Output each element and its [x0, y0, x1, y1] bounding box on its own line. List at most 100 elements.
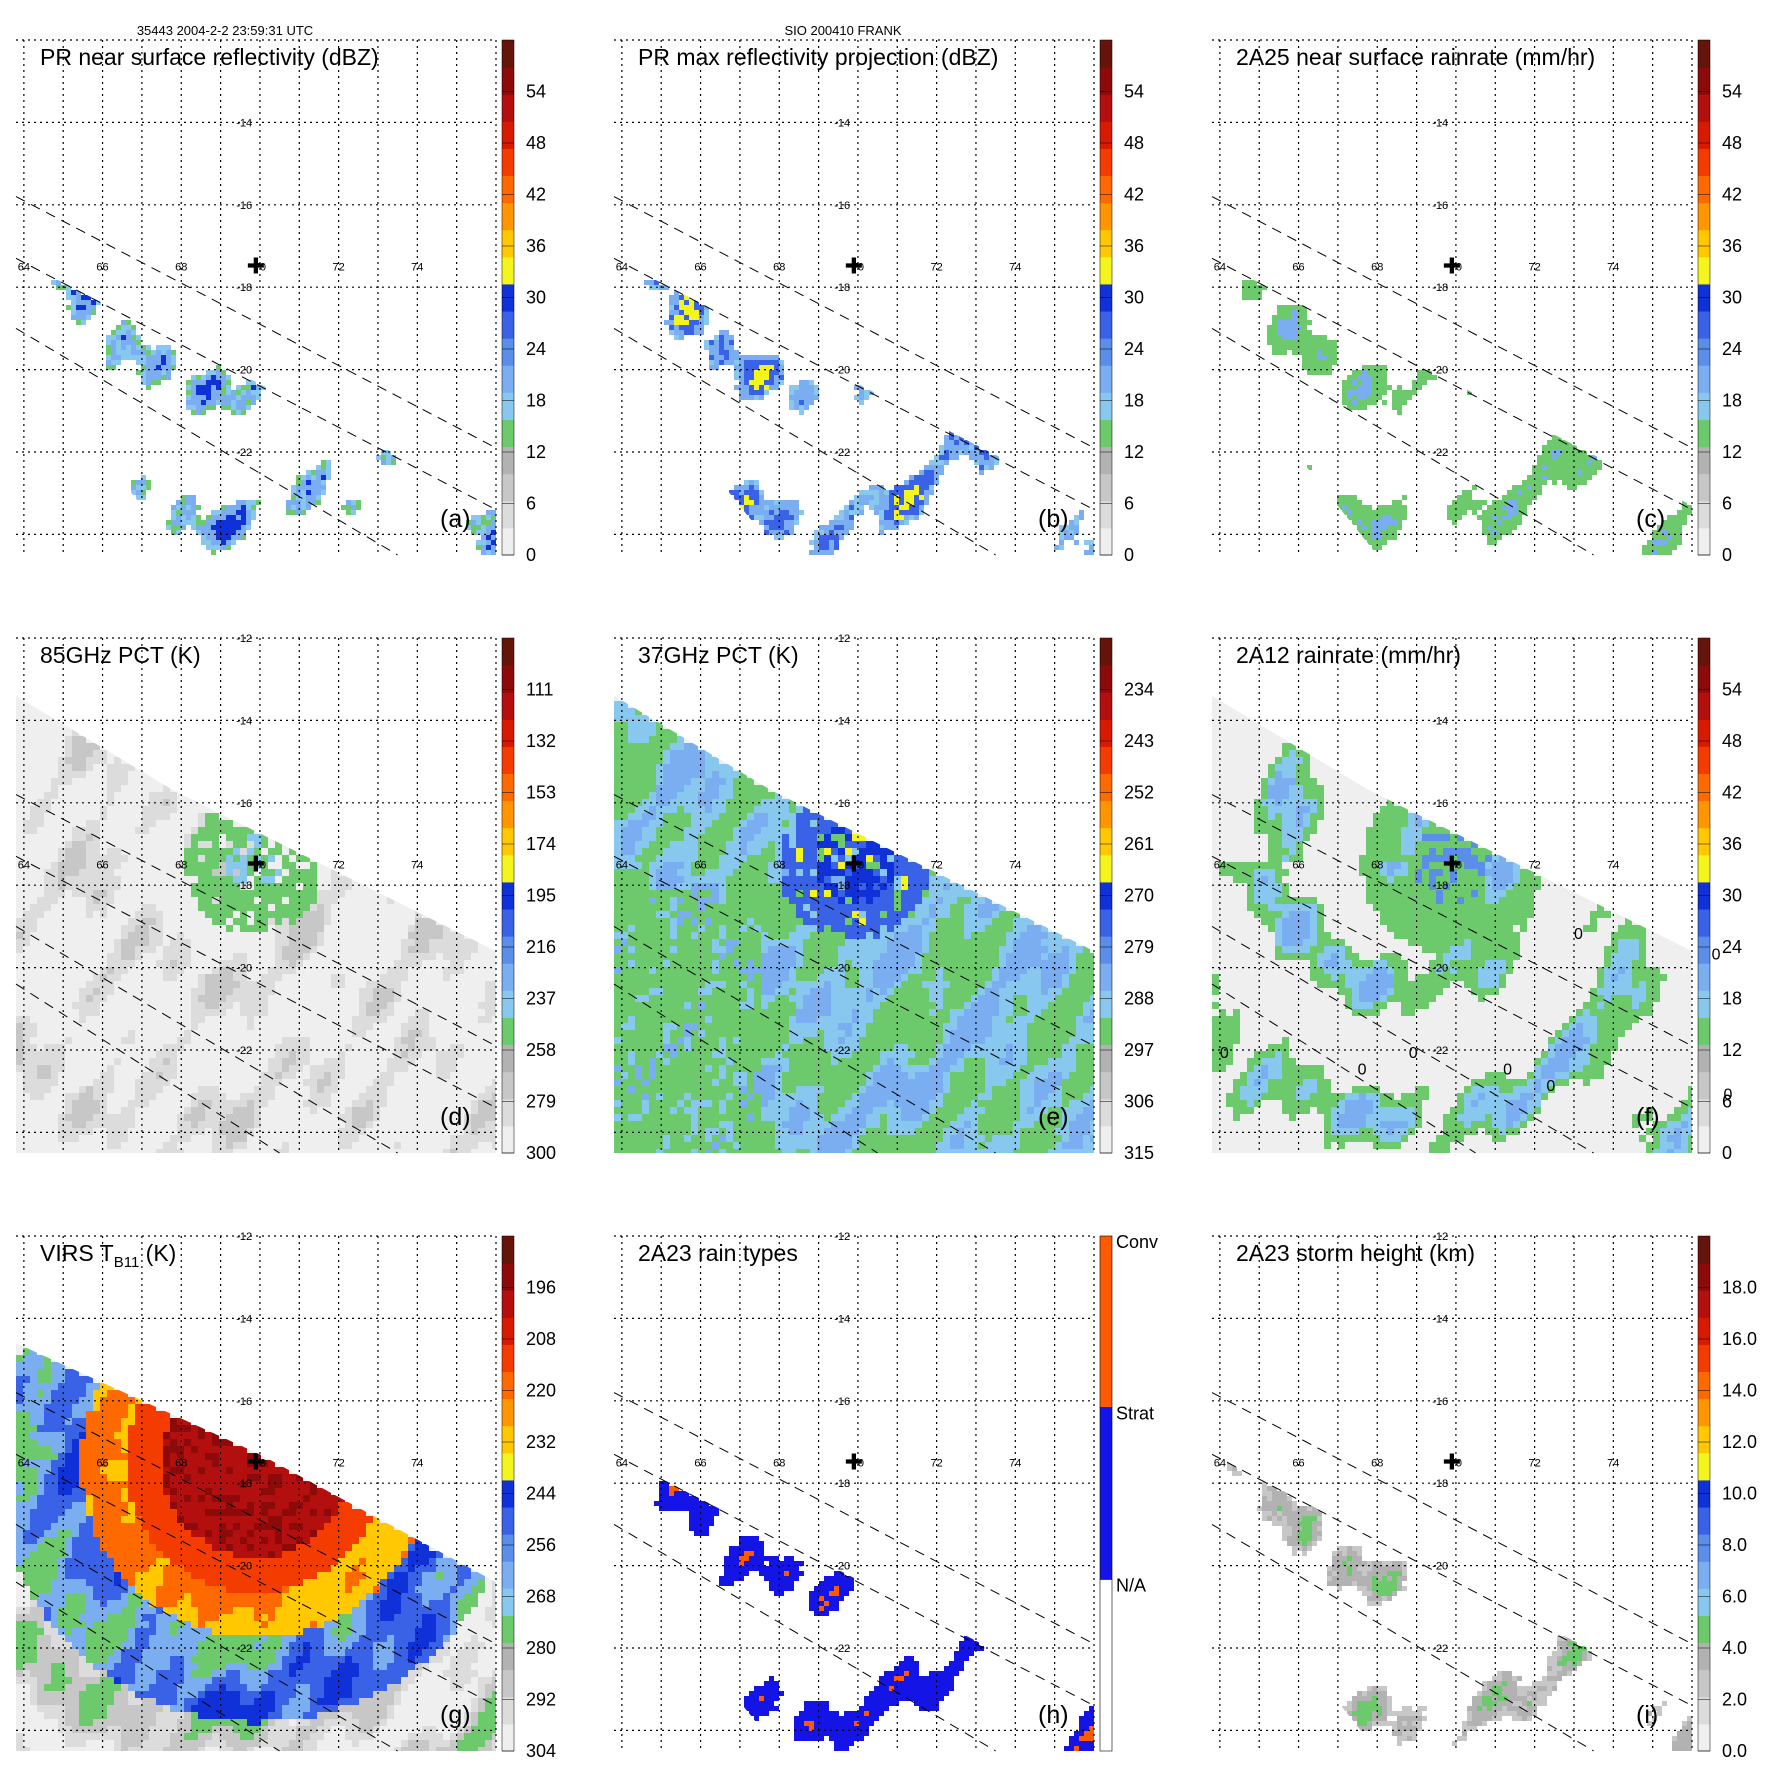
lat-tick-label: -20 — [236, 365, 252, 377]
colorbar-tick-label: 12 — [1722, 442, 1742, 462]
lat-tick-label: -14 — [236, 117, 252, 129]
contour-label: 0 — [1723, 1086, 1732, 1103]
colorbar-tick-label: 0 — [1124, 545, 1134, 565]
storm-center-marker: ✚ — [247, 1451, 265, 1476]
lon-tick-label: 66 — [694, 262, 706, 274]
colorbar-tick-label: 48 — [1722, 133, 1742, 153]
colorbar-tick-label: 174 — [526, 834, 556, 854]
data-field-d — [16, 695, 496, 1153]
lat-tick-label: -20 — [236, 1561, 252, 1573]
lon-tick-label: 72 — [1528, 1458, 1540, 1470]
panel-title: VIRS TB11 (K) — [40, 1240, 176, 1271]
colorbar-class-label: Strat — [1116, 1404, 1154, 1424]
lon-tick-label: 74 — [1009, 262, 1021, 274]
storm-center-marker: ✚ — [1443, 255, 1461, 280]
colorbar-tick-label: 261 — [1124, 834, 1154, 854]
lat-tick-label: -16 — [1432, 1396, 1448, 1408]
colorbar-tick-label: 195 — [526, 886, 556, 906]
lon-tick-label: 66 — [1292, 1458, 1304, 1470]
lon-tick-label: 74 — [1009, 860, 1021, 872]
lat-tick-label: -18 — [834, 282, 850, 294]
lat-tick-label: -22 — [236, 1643, 252, 1655]
lon-tick-label: 68 — [1371, 860, 1383, 872]
lon-tick-label: 64 — [1214, 262, 1226, 274]
panel-letter: (g) — [440, 1701, 471, 1729]
colorbar-tick-label: 30 — [1722, 886, 1742, 906]
colorbar-tick-label: 10.0 — [1722, 1484, 1757, 1504]
lat-tick-label: -12 — [236, 1231, 252, 1243]
lat-lon-grid — [16, 1235, 497, 1751]
pr-swath-edges — [1211, 794, 1693, 1154]
colorbar-tick-label: 30 — [1722, 288, 1742, 308]
colorbar-tick-label: 18 — [1722, 391, 1742, 411]
lon-tick-label: 72 — [1528, 860, 1540, 872]
colorbar-tick-label: 4.0 — [1722, 1638, 1747, 1658]
lat-tick-label: -20 — [1432, 963, 1448, 975]
colorbar-tick-label: 54 — [1722, 82, 1742, 102]
lat-tick-label: -20 — [834, 963, 850, 975]
lat-tick-label: -18 — [1432, 282, 1448, 294]
colorbar-tick-label: 18.0 — [1722, 1278, 1757, 1298]
colorbar-tick-label: 48 — [526, 133, 546, 153]
lon-tick-label: 68 — [175, 860, 187, 872]
pr-swath-edges — [613, 196, 1095, 556]
colorbar-tick-label: 196 — [526, 1278, 556, 1298]
colorbar-tick-label: 268 — [526, 1587, 556, 1607]
lon-tick-label: 70 — [1450, 860, 1462, 872]
lat-tick-label: -14 — [834, 715, 850, 727]
colorbar-tick-label: 280 — [526, 1638, 556, 1658]
storm-center-marker: ✚ — [247, 255, 265, 280]
colorbar-tick-label: 297 — [1124, 1040, 1154, 1060]
colorbar-tick-label: 288 — [1124, 989, 1154, 1009]
colorbar-tick-label: 0.0 — [1722, 1741, 1747, 1761]
pr-swath-edges — [15, 794, 497, 1154]
lon-tick-label: 64 — [18, 262, 30, 274]
panel-letter: (f) — [1636, 1103, 1660, 1131]
colorbar-tick-label: 234 — [1124, 680, 1154, 700]
storm-center-marker: ✚ — [1443, 1451, 1461, 1476]
colorbar-tick-label: 304 — [526, 1741, 556, 1761]
lon-tick-label: 74 — [1607, 860, 1619, 872]
contour-label: 0 — [1712, 946, 1721, 963]
lat-tick-label: -18 — [1432, 880, 1448, 892]
pr-swath-edges — [613, 1392, 1095, 1752]
lat-tick-label: -20 — [1432, 1561, 1448, 1573]
panel-b: 64 66 68 70 72 74 -14 -16 -18 -20 -22 ✚ PR max refle… — [613, 39, 1144, 565]
colorbar-tick-label: 279 — [1124, 937, 1154, 957]
colorbar-tick-label: 6 — [1722, 1092, 1732, 1112]
colorbar-tick-label: 14.0 — [1722, 1381, 1757, 1401]
storm-center-marker: ✚ — [845, 255, 863, 280]
lon-tick-label: 64 — [616, 1458, 628, 1470]
colorbar-tick-label: 0 — [1722, 545, 1732, 565]
lon-tick-label: 74 — [411, 1458, 423, 1470]
lon-tick-label: 70 — [852, 262, 864, 274]
colorbar-tick-label: 244 — [526, 1484, 556, 1504]
lon-tick-label: 68 — [175, 1458, 187, 1470]
panel-g: 64 66 68 70 72 74 -12 -14 -16 -18 -20 -22 ✚ VIRS TB11… — [15, 1231, 556, 1761]
panel-grid: 64 66 68 70 72 74-14-16-18-20-22✚PR near surf… — [15, 39, 1757, 1761]
storm-center-marker: ✚ — [845, 1451, 863, 1476]
lat-tick-label: -14 — [834, 1313, 850, 1325]
colorbar: 0.0 2.0 4.0 6.0 8.0 10.0 12.0 14.0 16.0 18.0 — [1697, 1235, 1757, 1761]
lon-tick-label: 70 — [254, 1458, 266, 1470]
colorbar-tick-label: 216 — [526, 937, 556, 957]
lat-lon-grid — [614, 39, 1095, 555]
panel-letter: (i) — [1636, 1701, 1658, 1729]
colorbar-tick-label: 18 — [1722, 989, 1742, 1009]
pr-swath-edges — [15, 1392, 497, 1752]
lat-tick-label: -16 — [1432, 200, 1448, 212]
colorbar-tick-label: 54 — [1124, 82, 1144, 102]
colorbar-class-label: Conv — [1116, 1232, 1158, 1252]
lon-tick-label: 66 — [1292, 860, 1304, 872]
lon-tick-label: 72 — [930, 1458, 942, 1470]
data-field-i — [1227, 1461, 1692, 1751]
panel-title: 85GHz PCT (K) — [40, 642, 201, 668]
colorbar-tick-label: 232 — [526, 1432, 556, 1452]
lat-tick-label: -20 — [1432, 365, 1448, 377]
panel-title: 37GHz PCT (K) — [638, 642, 799, 668]
colorbar: 300 279 258 237 216 195 174 153 132 111 — [501, 637, 556, 1163]
colorbar-tick-label: 220 — [526, 1381, 556, 1401]
contour-label: 0 — [1574, 926, 1583, 943]
lat-tick-label: -16 — [236, 1396, 252, 1408]
